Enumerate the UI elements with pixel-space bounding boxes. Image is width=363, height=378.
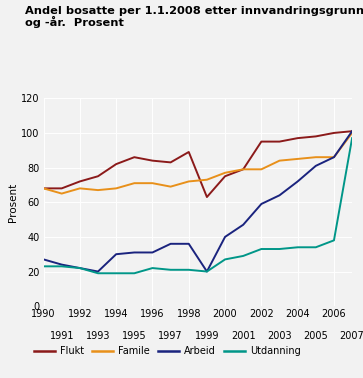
Legend: Flukt, Famile, Arbeid, Utdanning: Flukt, Famile, Arbeid, Utdanning [30,342,305,360]
Text: 2003: 2003 [267,331,292,341]
Text: 2005: 2005 [303,331,328,341]
Text: Andel bosatte per 1.1.2008 etter innvandringsgrunn: Andel bosatte per 1.1.2008 etter innvand… [25,6,363,15]
Text: og -år.  Prosent: og -år. Prosent [25,16,124,28]
Text: 1995: 1995 [122,331,147,341]
Text: 2001: 2001 [231,331,256,341]
Text: 1993: 1993 [86,331,110,341]
Text: 1991: 1991 [49,331,74,341]
Text: 1999: 1999 [195,331,219,341]
Text: 1997: 1997 [158,331,183,341]
Text: 2007: 2007 [340,331,363,341]
Y-axis label: Prosent: Prosent [8,183,18,222]
